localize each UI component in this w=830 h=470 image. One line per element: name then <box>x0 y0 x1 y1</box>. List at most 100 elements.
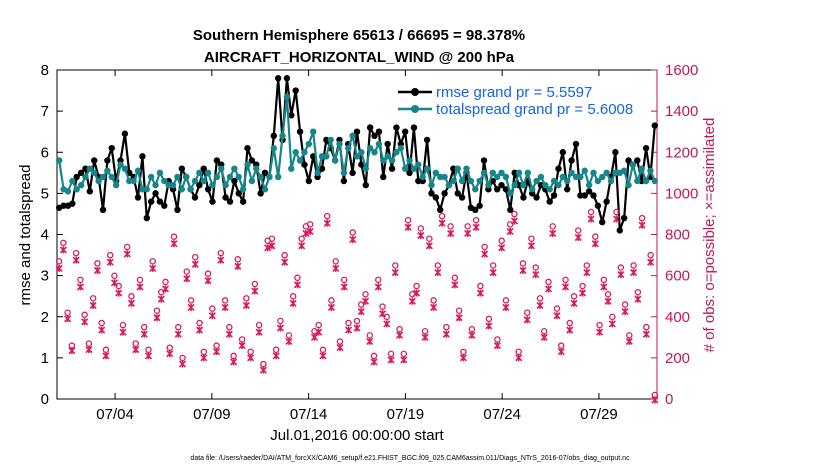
series-layer <box>55 75 659 404</box>
point-totalspread <box>634 177 641 185</box>
point-rmse <box>388 165 396 172</box>
point-rmse <box>108 144 115 152</box>
point-possible <box>647 251 654 259</box>
point-assimilated <box>468 331 476 339</box>
plot-area <box>56 69 658 400</box>
point-assimilated <box>447 229 455 238</box>
point-possible <box>630 262 637 269</box>
point-totalspread <box>130 177 137 185</box>
x-tick-label: 07/19 <box>387 406 425 423</box>
point-possible <box>175 323 182 331</box>
point-rmse <box>134 194 142 201</box>
point-assimilated <box>472 223 480 231</box>
point-possible <box>430 297 437 304</box>
point-rmse <box>349 169 356 177</box>
point-totalspread <box>533 177 540 185</box>
y-axis-label-right: # of obs: o=possible; ×=assimilated <box>701 118 718 353</box>
y-tick-label-right: 1000 <box>665 185 698 202</box>
point-rmse <box>204 186 212 193</box>
point-assimilated <box>485 322 493 330</box>
point-assimilated <box>264 244 272 252</box>
point-assimilated <box>642 330 650 338</box>
point-possible <box>192 253 199 261</box>
point-possible <box>136 276 144 284</box>
point-assimilated <box>298 242 306 250</box>
point-totalspread <box>647 167 654 174</box>
point-rmse <box>406 169 413 177</box>
point-assimilated <box>438 219 446 227</box>
point-totalspread <box>266 173 273 181</box>
point-assimilated <box>123 250 131 258</box>
point-assimilated <box>289 299 297 307</box>
point-assimilated <box>430 303 438 312</box>
point-possible <box>549 223 556 230</box>
point-assimilated <box>587 215 595 223</box>
point-totalspread <box>406 157 413 164</box>
point-totalspread <box>91 169 98 177</box>
point-assimilated <box>102 352 110 360</box>
point-possible <box>315 321 322 329</box>
point-totalspread <box>642 177 650 185</box>
point-totalspread <box>419 173 426 181</box>
point-totalspread <box>467 177 475 185</box>
point-possible <box>379 303 386 310</box>
point-rmse <box>283 75 291 82</box>
point-rmse <box>651 122 659 129</box>
point-rmse <box>550 192 558 199</box>
point-assimilated <box>247 354 255 362</box>
point-rmse <box>288 112 295 119</box>
point-possible <box>89 295 97 302</box>
footnote: data file: /Users/raeder/DAI/ATM_forcXX/… <box>190 455 630 462</box>
point-rmse <box>616 227 623 234</box>
point-totalspread <box>196 169 203 177</box>
point-possible <box>613 208 620 216</box>
point-totalspread <box>336 140 343 148</box>
point-totalspread <box>187 186 194 193</box>
point-totalspread <box>577 173 584 181</box>
point-assimilated <box>315 328 323 336</box>
point-possible <box>183 268 191 275</box>
point-assimilated <box>234 262 242 270</box>
point-rmse <box>121 130 129 137</box>
point-possible <box>536 295 544 302</box>
point-possible <box>106 251 114 259</box>
point-possible <box>187 297 195 304</box>
point-possible <box>243 295 250 302</box>
point-rmse <box>572 140 580 148</box>
point-totalspread <box>594 177 602 185</box>
point-totalspread <box>288 165 295 172</box>
point-totalspread <box>147 173 155 181</box>
point-possible <box>426 235 433 242</box>
point-rmse <box>380 173 387 181</box>
point-rmse <box>423 136 431 144</box>
point-assimilated <box>561 283 570 291</box>
point-possible <box>72 249 80 257</box>
point-totalspread <box>620 167 628 174</box>
point-assimilated <box>166 350 174 358</box>
point-assimilated <box>272 352 280 360</box>
point-totalspread <box>108 173 115 181</box>
point-totalspread <box>95 177 102 185</box>
point-assimilated <box>378 310 387 318</box>
point-totalspread <box>99 173 107 181</box>
x-tick-label: 07/14 <box>290 406 328 423</box>
y-tick-label-right: 1200 <box>665 144 698 161</box>
point-possible <box>128 293 135 300</box>
point-assimilated <box>144 352 153 360</box>
point-rmse <box>511 169 518 177</box>
point-assimilated <box>519 266 527 275</box>
point-assimilated <box>81 318 89 326</box>
point-rmse <box>625 157 632 164</box>
point-possible <box>81 311 88 319</box>
point-totalspread <box>572 173 580 181</box>
point-rmse <box>393 124 400 131</box>
point-possible <box>438 212 446 220</box>
point-possible <box>621 301 629 308</box>
point-assimilated <box>242 301 250 309</box>
point-possible <box>481 243 488 251</box>
point-possible <box>323 212 331 220</box>
point-totalspread <box>437 173 444 181</box>
point-assimilated <box>170 240 178 248</box>
point-totalspread <box>104 167 111 174</box>
